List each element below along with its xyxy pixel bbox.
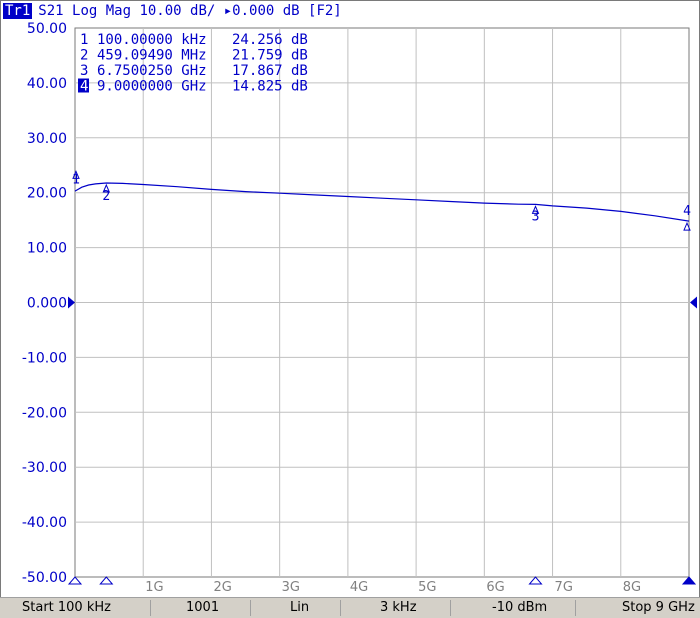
y-tick-label: 20.00 — [27, 186, 67, 202]
marker-2-symbol[interactable] — [102, 183, 111, 193]
marker-table-value: 21.759 dB — [232, 48, 308, 64]
marker-table-number: 3 — [80, 63, 88, 79]
trace-settings-text: S21 Log Mag 10.00 dB/ ▸0.000 dB [F2] — [38, 2, 342, 19]
trace-tag[interactable]: Tr1 — [3, 2, 33, 19]
y-tick-label: 40.00 — [27, 76, 67, 92]
status-divider — [340, 600, 341, 616]
trace-line — [74, 182, 690, 222]
y-tick-label: 30.00 — [27, 131, 67, 147]
marker-table-frequency: 6.7500250 GHz — [97, 63, 207, 79]
x-tick-label: 3G — [282, 580, 300, 595]
status-divider — [575, 600, 576, 616]
points-count[interactable]: 1001 — [186, 600, 220, 615]
marker-1-axis-indicator[interactable] — [67, 576, 83, 585]
if-bandwidth[interactable]: 3 kHz — [380, 600, 417, 615]
marker-2-axis-indicator[interactable] — [99, 576, 114, 585]
y-tick-label: -10.00 — [22, 350, 67, 366]
marker-table-value: 17.867 dB — [232, 63, 308, 79]
marker-table-number: 1 — [80, 32, 88, 48]
status-divider — [150, 600, 151, 616]
y-tick-label: 50.00 — [27, 21, 67, 37]
reference-right-arrow — [690, 296, 697, 309]
marker-table-frequency: 100.00000 kHz — [97, 32, 207, 48]
sweep-type[interactable]: Lin — [290, 600, 310, 615]
status-bar: Start 100 kHz 1001 Lin 3 kHz -10 dBm Sto… — [0, 597, 700, 618]
y-tick-label: -30.00 — [22, 460, 67, 476]
marker-4-label: 4 — [683, 204, 691, 219]
start-frequency[interactable]: Start 100 kHz — [22, 600, 111, 615]
stop-frequency[interactable]: Stop 9 GHz — [622, 600, 695, 615]
x-tick-label: 6G — [486, 580, 504, 595]
marker-table-value: 24.256 dB — [232, 32, 308, 48]
x-tick-label: 4G — [350, 580, 368, 595]
y-tick-label: 10.00 — [27, 241, 67, 257]
y-tick-label: 0.000 — [27, 296, 67, 312]
y-tick-label: -20.00 — [22, 405, 67, 421]
marker-1-label: 1 — [72, 172, 80, 187]
status-divider — [250, 600, 251, 616]
x-tick-label: 1G — [145, 580, 163, 595]
chart-area[interactable]: 50.00 40.00 30.00 20.00 10.00 0.000 -10.00 -20.… — [0, 0, 700, 597]
y-tick-label: -40.00 — [22, 515, 67, 531]
reference-left-arrow — [68, 296, 75, 309]
trace-header[interactable]: Tr1 S21 Log Mag 10.00 dB/ ▸0.000 dB [F2] — [3, 2, 342, 19]
marker-3-axis-indicator[interactable] — [528, 576, 543, 585]
active-marker-highlight — [78, 78, 89, 93]
x-tick-label: 2G — [213, 580, 231, 595]
marker-4-axis-indicator[interactable] — [681, 576, 697, 585]
marker-table-value: 14.825 dB — [232, 79, 308, 95]
x-tick-label: 8G — [623, 580, 641, 595]
marker-table-frequency: 459.09490 MHz — [97, 48, 207, 64]
y-tick-label: -50.00 — [22, 570, 67, 586]
marker-table-number: 2 — [80, 48, 88, 64]
source-power[interactable]: -10 dBm — [492, 600, 548, 615]
marker-3-label: 3 — [532, 209, 540, 224]
marker-table-number: 4 — [80, 79, 88, 95]
marker-table-frequency: 9.0000000 GHz — [97, 79, 207, 95]
marker-4-symbol[interactable] — [683, 221, 691, 231]
x-tick-label: 5G — [418, 580, 436, 595]
marker-3-symbol[interactable] — [531, 205, 540, 214]
marker-2-label: 2 — [102, 189, 110, 204]
x-tick-label: 7G — [555, 580, 573, 595]
status-divider — [450, 600, 451, 616]
marker-1-symbol[interactable] — [72, 170, 80, 179]
